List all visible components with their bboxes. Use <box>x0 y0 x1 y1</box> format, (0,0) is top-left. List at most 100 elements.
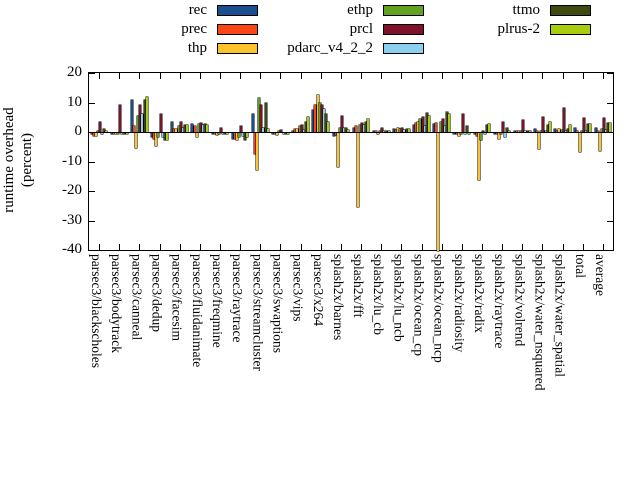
bar-pdarc_v4_2_2-splash2x-lu-cb <box>383 131 386 132</box>
x-tick-label-total: total <box>572 254 588 278</box>
x-tick-bottom <box>441 244 443 250</box>
bar-pdarc_v4_2_2-splash2x-water-spatial <box>564 130 567 132</box>
bar-prcl-parsec3-streamcluster <box>260 105 263 132</box>
legend-swatch-thp <box>217 43 258 54</box>
bar-thp-splash2x-ocean-ncp <box>437 133 440 251</box>
x-tick-label-parsec3-x264: parsec3/x264 <box>310 254 326 326</box>
bar-plrus-2-splash2x-ocean-cp <box>427 115 430 132</box>
x-tick-label-parsec3-facesim: parsec3/facesim <box>169 254 185 341</box>
bar-group-parsec3-raytrace <box>231 73 249 250</box>
bar-prcl-parsec3-dedup <box>159 114 162 132</box>
bar-plrus-2-splash2x-barnes <box>347 129 350 132</box>
bar-pdarc_v4_2_2-splash2x-ocean-ncp <box>443 126 446 132</box>
bar-group-splash2x-ocean-ncp <box>433 73 450 251</box>
bar-ttmo-parsec3-bodytrack <box>123 133 126 134</box>
legend-label-pdarc_v4_2_2: pdarc_v4_2_2 <box>287 40 373 56</box>
x-tick-bottom <box>542 244 544 250</box>
bar-ethp-parsec3-canneal <box>137 115 140 132</box>
legend-swatch-rec <box>217 5 258 16</box>
bar-prcl-parsec3-x264 <box>320 105 323 132</box>
x-tick-label-splash2x-water-nsquared: splash2x/water_nsquared <box>532 254 548 391</box>
bar-prcl-splash2x-ocean-ncp <box>441 119 444 132</box>
bar-group-parsec3-dedup <box>151 73 168 250</box>
bar-thp-parsec3-fluidanimate <box>195 133 198 138</box>
bar-prcl-total <box>582 118 585 132</box>
bar-thp-splash2x-water-spatial <box>558 129 561 132</box>
bar-ethp-splash2x-fft <box>358 124 361 132</box>
legend-swatch-plrus-2 <box>550 24 591 35</box>
bar-prec-parsec3-freqmine <box>213 133 216 135</box>
bar-plrus-2-parsec3-blackscholes <box>105 130 108 132</box>
bar-plrus-2-splash2x-lu-ncb <box>407 129 410 132</box>
x-tick-top <box>340 73 342 79</box>
bar-pdarc_v4_2_2-splash2x-barnes <box>343 127 346 132</box>
bar-prec-splash2x-raytrace <box>495 133 498 135</box>
bar-group-splash2x-lu-cb <box>372 73 390 250</box>
bar-pdarc_v4_2_2-parsec3-fluidanimate <box>201 124 204 132</box>
bar-prcl-splash2x-ocean-cp <box>421 117 424 132</box>
bar-plrus-2-parsec3-canneal <box>145 96 148 132</box>
bar-ttmo-splash2x-lu-cb <box>385 131 388 132</box>
bar-ttmo-splash2x-radix <box>486 124 489 132</box>
bar-pdarc_v4_2_2-splash2x-radix <box>484 133 487 135</box>
bar-thp-splash2x-radiosity <box>457 133 460 136</box>
bar-thp-splash2x-fft <box>356 133 359 207</box>
bar-group-splash2x-water-nsquared <box>534 73 551 250</box>
bar-ethp-splash2x-lu-ncb <box>399 129 402 132</box>
bar-plrus-2-splash2x-radix <box>488 124 491 132</box>
bar-rec-average <box>594 127 597 132</box>
bar-prcl-parsec3-bodytrack <box>119 105 122 132</box>
x-tick-bottom <box>139 244 141 250</box>
bar-ttmo-parsec3-raytrace <box>244 133 247 141</box>
bar-group-parsec3-blackscholes <box>90 73 108 250</box>
bar-pdarc_v4_2_2-splash2x-lu-ncb <box>403 129 406 132</box>
bar-group-parsec3-freqmine <box>211 73 229 250</box>
bar-pdarc_v4_2_2-parsec3-dedup <box>161 133 164 138</box>
bar-thp-splash2x-radix <box>477 133 480 181</box>
bar-ttmo-parsec3-facesim <box>183 124 186 132</box>
bar-ethp-splash2x-volrend <box>520 130 523 132</box>
bar-pdarc_v4_2_2-parsec3-blackscholes <box>101 133 104 135</box>
bar-prec-splash2x-water-spatial <box>556 130 559 132</box>
legend-swatch-prcl <box>383 24 424 35</box>
bar-ttmo-parsec3-streamcluster <box>264 102 267 132</box>
bar-prcl-parsec3-canneal <box>139 105 142 132</box>
legend-label-thp: thp <box>187 40 207 56</box>
bar-rec-total <box>574 128 577 132</box>
bar-prcl-splash2x-volrend <box>522 120 525 132</box>
bar-pdarc_v4_2_2-splash2x-water-nsquared <box>544 130 547 132</box>
x-tick-bottom <box>401 244 403 250</box>
bar-group-parsec3-x264 <box>312 73 330 250</box>
x-tick-bottom <box>260 244 262 250</box>
x-tick-top <box>280 73 282 79</box>
legend-label-plrus-2: plrus-2 <box>497 21 541 37</box>
x-tick-bottom <box>220 244 221 250</box>
bar-pdarc_v4_2_2-splash2x-volrend <box>524 131 527 132</box>
bar-plrus-2-splash2x-lu-cb <box>387 131 390 132</box>
y-tick-left <box>89 73 95 74</box>
bar-group-splash2x-lu-ncb <box>392 73 410 250</box>
x-tick-top <box>421 73 423 79</box>
x-tick-top <box>582 73 584 79</box>
x-tick-bottom <box>99 244 101 250</box>
bar-prec-splash2x-lu-ncb <box>395 129 398 132</box>
bar-thp-parsec3-blackscholes <box>94 133 97 136</box>
x-tick-label-splash2x-ocean-ncp: splash2x/ocean_ncp <box>431 254 447 363</box>
y-tick-left <box>89 102 95 104</box>
x-tick-label-parsec3-canneal: parsec3/canneal <box>129 254 145 341</box>
x-tick-bottom <box>461 244 463 250</box>
bar-prec-parsec3-x264 <box>314 105 317 132</box>
bar-thp-parsec3-streamcluster <box>256 133 259 170</box>
bar-thp-splash2x-volrend <box>518 130 521 132</box>
x-tick-label-splash2x-raytrace: splash2x/raytrace <box>492 254 508 349</box>
bar-thp-splash2x-water-nsquared <box>538 133 541 149</box>
bar-pdarc_v4_2_2-parsec3-vips <box>302 129 305 132</box>
y-tick-left <box>89 220 95 222</box>
bar-prcl-parsec3-vips <box>300 124 303 132</box>
bar-prcl-splash2x-fft <box>361 123 364 132</box>
y-tick-label-0: 0 <box>74 123 83 139</box>
bar-plrus-2-parsec3-facesim <box>185 124 188 132</box>
bar-thp-parsec3-x264 <box>316 95 319 132</box>
bar-group-parsec3-vips <box>292 73 309 250</box>
bar-ethp-parsec3-freqmine <box>217 133 220 135</box>
